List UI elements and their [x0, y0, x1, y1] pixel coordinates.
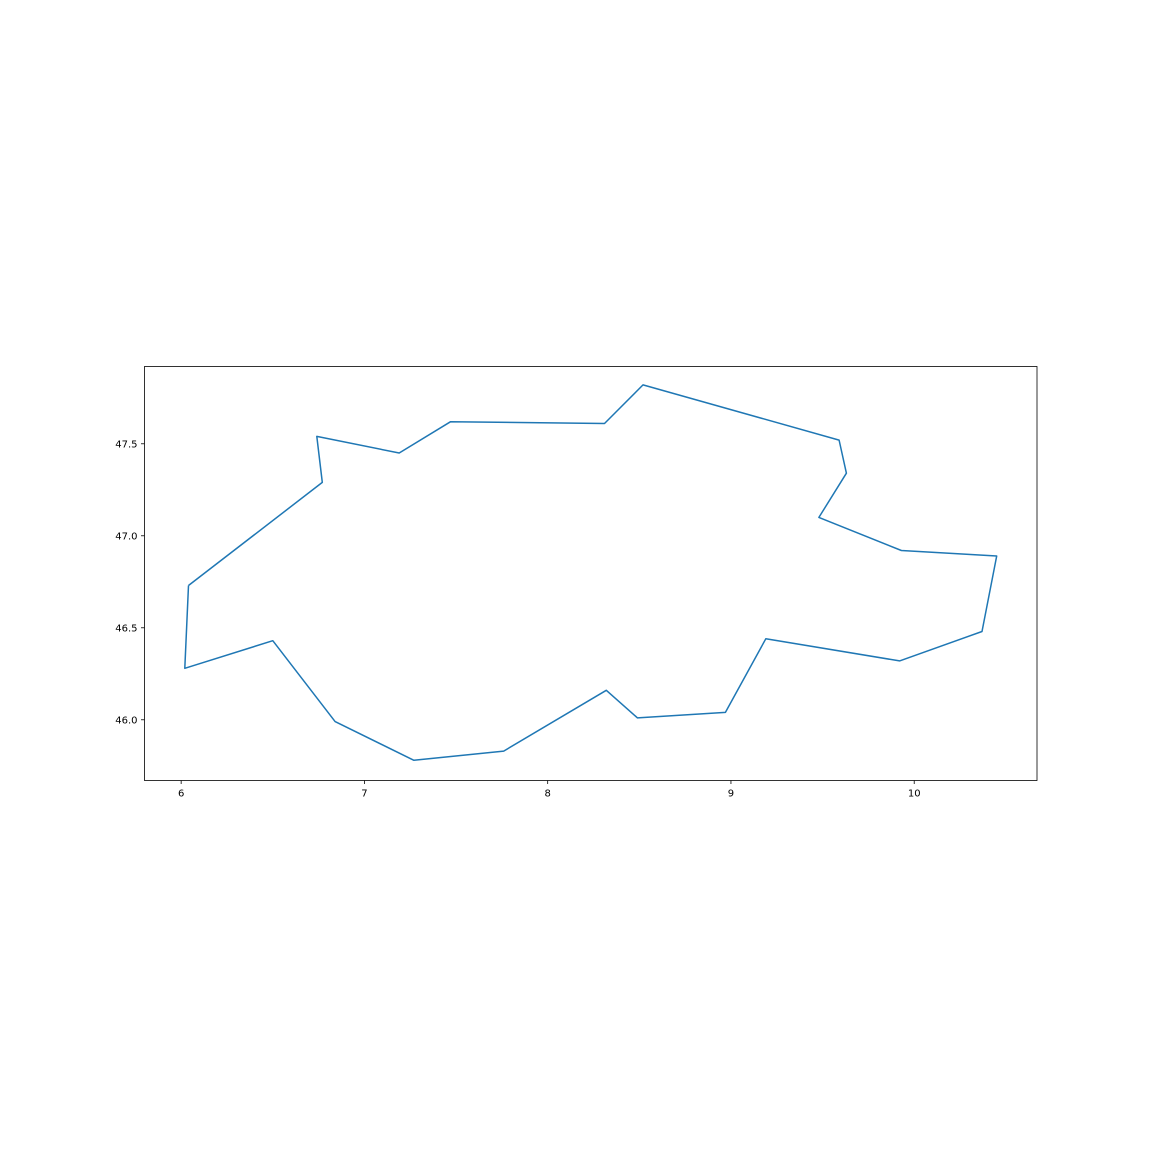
- x-tick-label: 6: [178, 789, 184, 800]
- x-tick-label: 7: [361, 789, 367, 800]
- axes-frame: [144, 366, 1038, 781]
- x-tick-label: 8: [544, 789, 550, 800]
- series-line-0: [184, 384, 998, 762]
- y-tick-label: 47.0: [115, 531, 137, 542]
- y-tick-label: 46.0: [115, 715, 137, 726]
- y-tick-label: 46.5: [115, 623, 137, 634]
- y-tick-label: 47.5: [115, 439, 137, 450]
- plot-area: 6 7 8 9 10 46.0 46.5 47.0 47.5: [115, 366, 1038, 800]
- x-tick-label: 9: [728, 789, 734, 800]
- x-tick-label: 10: [908, 789, 921, 800]
